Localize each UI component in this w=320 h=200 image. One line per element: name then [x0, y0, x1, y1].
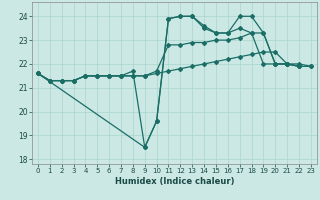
X-axis label: Humidex (Indice chaleur): Humidex (Indice chaleur) [115, 177, 234, 186]
